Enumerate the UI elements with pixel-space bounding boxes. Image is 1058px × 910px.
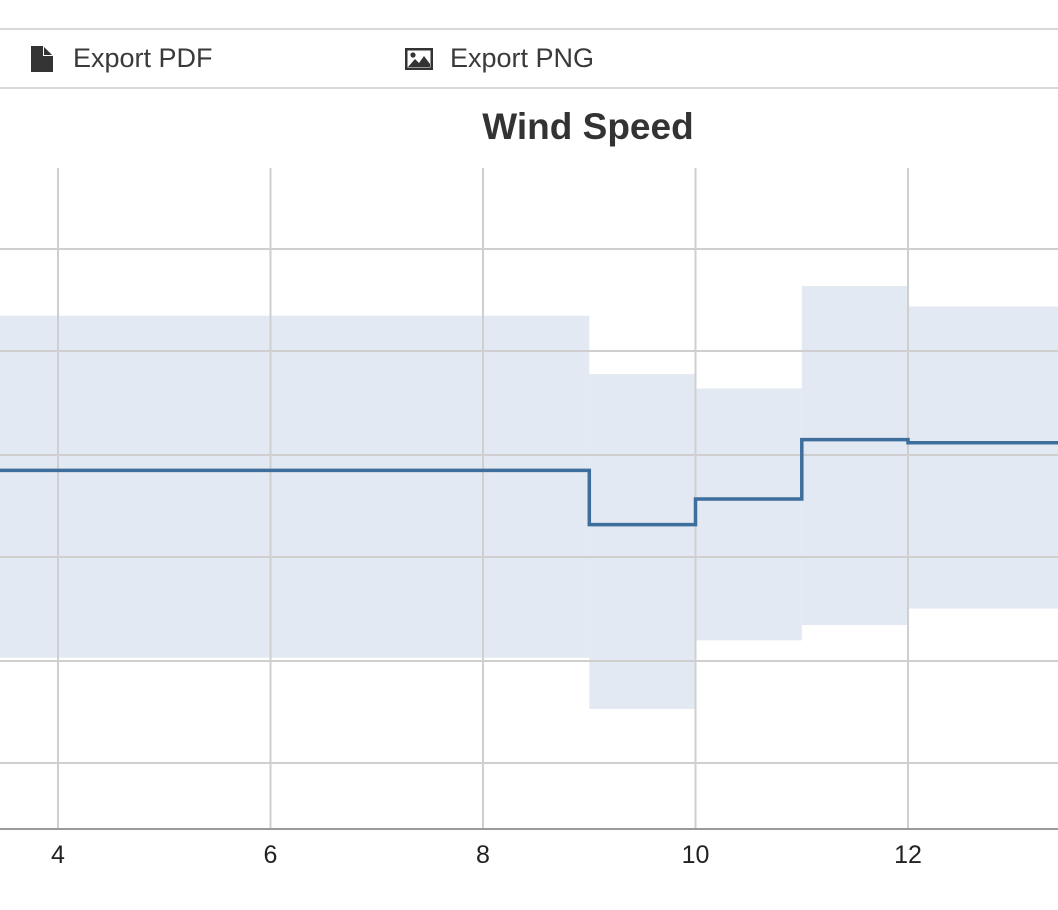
x-axis: 4 6 8 10 12 <box>0 828 1058 869</box>
export-pdf-button[interactable]: Export PDF <box>28 30 213 87</box>
export-png-label: Export PNG <box>450 43 595 73</box>
export-pdf-label: Export PDF <box>73 43 213 73</box>
chart-title: Wind Speed <box>482 106 694 147</box>
band-segment-2 <box>695 388 802 641</box>
confidence-band <box>0 286 1058 709</box>
band-segment-0 <box>0 315 590 658</box>
wind-speed-line <box>0 437 1058 527</box>
band-segment-1 <box>589 374 696 709</box>
band-segment-4 <box>908 306 1058 609</box>
file-icon <box>28 45 56 73</box>
series-line-layer <box>0 437 1058 527</box>
image-icon <box>405 45 433 73</box>
grid <box>0 168 1058 828</box>
x-tick-label-12: 12 <box>894 841 922 869</box>
x-tick-label-8: 8 <box>476 841 490 869</box>
x-tick-label-10: 10 <box>682 841 710 869</box>
export-toolbar: Export PDF Export PNG <box>0 28 1058 89</box>
x-tick-label-6: 6 <box>264 841 278 869</box>
x-tick-label-4: 4 <box>51 841 65 869</box>
export-png-button[interactable]: Export PNG <box>405 30 594 87</box>
